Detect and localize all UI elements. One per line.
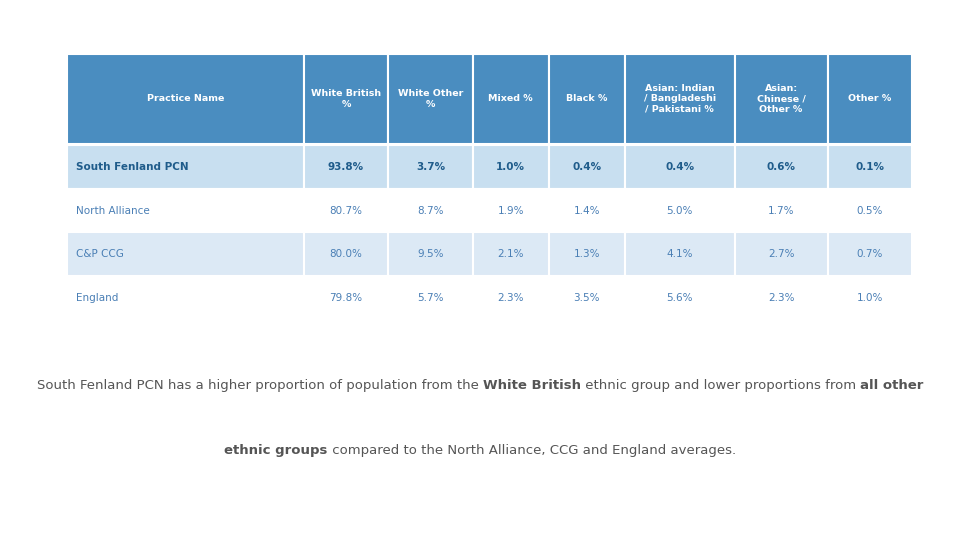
- Text: 0.5%: 0.5%: [856, 206, 883, 215]
- Bar: [828, 54, 912, 144]
- Bar: [67, 189, 303, 232]
- Text: 4.1%: 4.1%: [666, 249, 693, 259]
- Text: South Fenland PCN has a higher proportion of population from the: South Fenland PCN has a higher proportio…: [36, 379, 483, 392]
- Text: 93.8%: 93.8%: [328, 162, 364, 172]
- Bar: [734, 54, 828, 144]
- Text: 1.4%: 1.4%: [573, 206, 600, 215]
- Text: 0.7%: 0.7%: [856, 249, 883, 259]
- Text: Ethnicity: Ethnicity: [10, 18, 99, 37]
- Bar: [67, 232, 303, 276]
- Text: Practice Name: Practice Name: [147, 94, 224, 104]
- Bar: [388, 189, 472, 232]
- Bar: [549, 189, 625, 232]
- Text: 1.0%: 1.0%: [496, 162, 525, 172]
- Text: 8.7%: 8.7%: [418, 206, 444, 215]
- Text: South Fenland PCN: South Fenland PCN: [76, 162, 188, 172]
- Text: Other %: Other %: [848, 94, 892, 104]
- Text: White Other
%: White Other %: [397, 89, 463, 109]
- Bar: [303, 54, 388, 144]
- Text: 2.1%: 2.1%: [497, 249, 524, 259]
- Bar: [828, 276, 912, 319]
- Text: Black %: Black %: [566, 94, 608, 104]
- Bar: [828, 189, 912, 232]
- Text: 5.0%: 5.0%: [666, 206, 693, 215]
- Text: ethnic groups: ethnic groups: [225, 444, 327, 457]
- Text: Source: Census 2011 data applied to GP registered population using Census 2011 e: Source: Census 2011 data applied to GP r…: [110, 522, 850, 529]
- Text: 3.7%: 3.7%: [416, 162, 445, 172]
- Bar: [625, 54, 734, 144]
- Text: 80.7%: 80.7%: [329, 206, 363, 215]
- Text: 9.5%: 9.5%: [418, 249, 444, 259]
- Bar: [625, 145, 734, 189]
- Text: 0.4%: 0.4%: [665, 162, 694, 172]
- Bar: [303, 276, 388, 319]
- Bar: [388, 276, 472, 319]
- Text: 79.8%: 79.8%: [329, 293, 363, 302]
- Text: 2.3%: 2.3%: [768, 293, 794, 302]
- Text: White British: White British: [483, 379, 581, 392]
- Bar: [67, 145, 303, 189]
- Text: 2.3%: 2.3%: [497, 293, 524, 302]
- Text: 80.0%: 80.0%: [329, 249, 363, 259]
- Text: all other: all other: [860, 379, 924, 392]
- Bar: [67, 54, 303, 144]
- Text: 3.5%: 3.5%: [573, 293, 600, 302]
- Text: 0.1%: 0.1%: [855, 162, 884, 172]
- Bar: [734, 145, 828, 189]
- Bar: [625, 232, 734, 276]
- Text: 1.3%: 1.3%: [573, 249, 600, 259]
- Text: 1.9%: 1.9%: [497, 206, 524, 215]
- Bar: [303, 189, 388, 232]
- Text: England: England: [76, 293, 118, 302]
- Bar: [828, 145, 912, 189]
- Text: C&P CCG: C&P CCG: [76, 249, 124, 259]
- Bar: [549, 232, 625, 276]
- Text: Asian: Indian
/ Bangladeshi
/ Pakistani %: Asian: Indian / Bangladeshi / Pakistani …: [643, 84, 716, 114]
- Bar: [549, 276, 625, 319]
- Text: 1.7%: 1.7%: [768, 206, 794, 215]
- Bar: [734, 232, 828, 276]
- Text: White British
%: White British %: [311, 89, 381, 109]
- Bar: [472, 232, 549, 276]
- Text: 0.4%: 0.4%: [572, 162, 601, 172]
- Text: 0.6%: 0.6%: [766, 162, 796, 172]
- Bar: [625, 276, 734, 319]
- Text: Asian:
Chinese /
Other %: Asian: Chinese / Other %: [756, 84, 805, 114]
- Bar: [388, 54, 472, 144]
- Bar: [828, 232, 912, 276]
- Bar: [388, 145, 472, 189]
- Bar: [734, 189, 828, 232]
- Bar: [388, 232, 472, 276]
- Text: 5.6%: 5.6%: [666, 293, 693, 302]
- Bar: [472, 54, 549, 144]
- Bar: [472, 189, 549, 232]
- Bar: [734, 276, 828, 319]
- Text: Mixed %: Mixed %: [489, 94, 533, 104]
- Text: ethnic group and lower proportions from: ethnic group and lower proportions from: [581, 379, 860, 392]
- Bar: [303, 232, 388, 276]
- Text: 5.7%: 5.7%: [418, 293, 444, 302]
- Bar: [472, 276, 549, 319]
- Text: North Alliance: North Alliance: [76, 206, 150, 215]
- Text: 1.0%: 1.0%: [856, 293, 883, 302]
- Text: 2.7%: 2.7%: [768, 249, 794, 259]
- Bar: [625, 189, 734, 232]
- Bar: [303, 145, 388, 189]
- Bar: [549, 145, 625, 189]
- Bar: [549, 54, 625, 144]
- Text: compared to the North Alliance, CCG and England averages.: compared to the North Alliance, CCG and …: [327, 444, 735, 457]
- Bar: [472, 145, 549, 189]
- Bar: [67, 276, 303, 319]
